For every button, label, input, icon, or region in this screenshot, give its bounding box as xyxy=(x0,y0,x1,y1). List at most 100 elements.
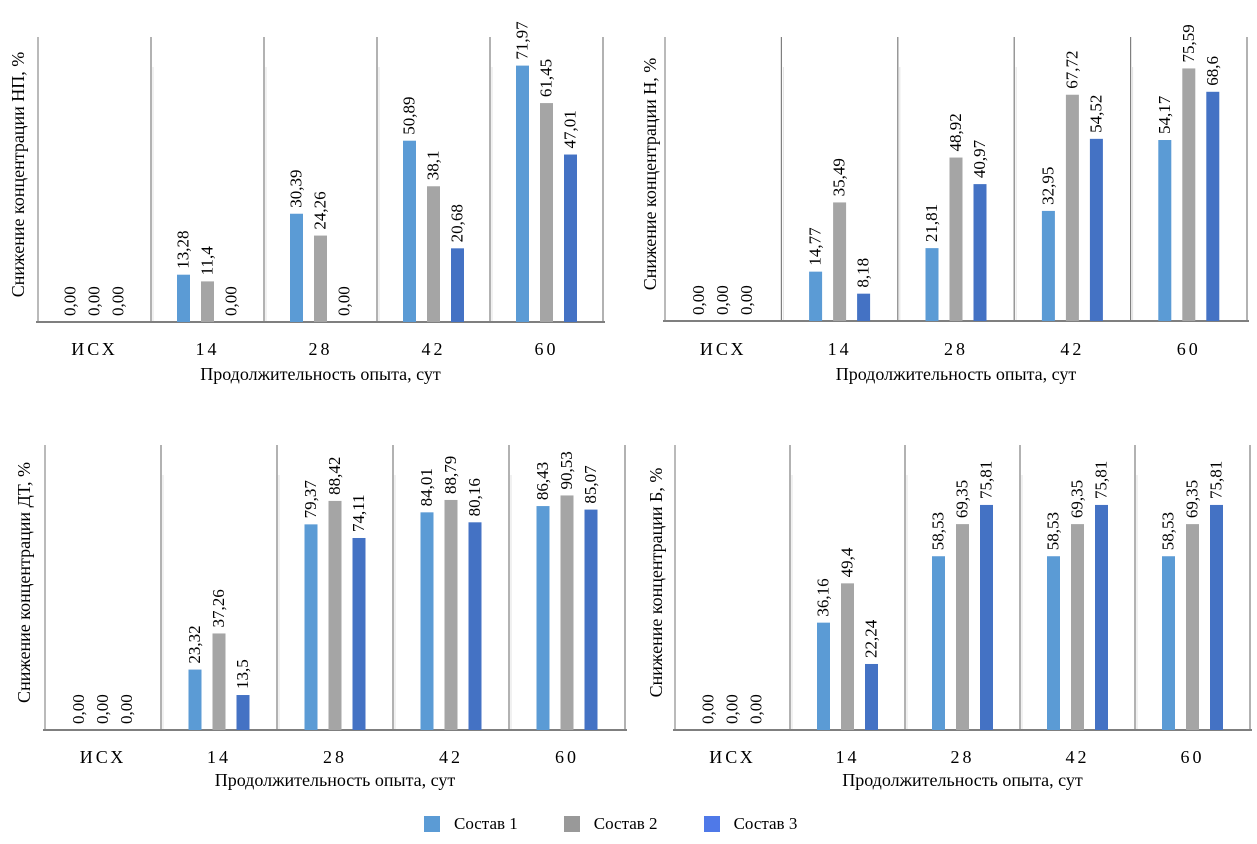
data-label: 75,81 xyxy=(977,461,996,499)
bar xyxy=(516,65,529,322)
bar xyxy=(328,500,342,730)
x-tick-label: 14 xyxy=(196,339,220,359)
data-label: 0,00 xyxy=(69,694,88,724)
data-label: 21,81 xyxy=(922,204,941,242)
chart-np-svg: 0,00 0,00 0,00 ИСХ 13,28 11,4 0,00 14 30,39 24,26… xyxy=(8,21,605,384)
data-label: 32,95 xyxy=(1038,167,1057,205)
x-tick-label: 28 xyxy=(951,747,975,767)
data-label: 80,16 xyxy=(465,478,484,516)
bar xyxy=(444,499,458,730)
chart-n-svg: 0,00 0,00 0,00 ИСХ 14,77 35,49 8,18 14 21,81 48,9… xyxy=(640,24,1249,384)
bar xyxy=(1089,138,1103,321)
x-tick-label: 42 xyxy=(422,339,446,359)
legend-label-3: Состав 3 xyxy=(733,814,798,833)
bar xyxy=(212,633,226,730)
legend-swatch-3 xyxy=(703,816,720,832)
x-tick-label: 60 xyxy=(535,339,559,359)
data-label: 47,01 xyxy=(561,110,580,148)
data-label: 0,00 xyxy=(93,694,112,724)
data-label: 48,92 xyxy=(946,113,965,151)
data-label: 79,37 xyxy=(301,480,320,519)
bar xyxy=(865,663,878,730)
data-label: 0,00 xyxy=(713,285,732,315)
x-tick-label: 42 xyxy=(1060,339,1084,359)
x-tick-label: 60 xyxy=(1181,747,1205,767)
data-label: 74,11 xyxy=(349,494,368,532)
bar xyxy=(1095,504,1108,730)
data-label: 35,49 xyxy=(830,158,849,196)
bar xyxy=(1182,68,1196,322)
chart-np: 0,00 0,00 0,00 ИСХ 13,28 11,4 0,00 14 30,39 24,26… xyxy=(0,0,630,400)
data-label: 75,59 xyxy=(1179,24,1198,62)
data-label: 58,53 xyxy=(1159,512,1178,550)
y-axis-title: Снижение концентрации ДТ, % xyxy=(14,462,34,703)
data-label: 0,00 xyxy=(61,286,80,316)
bar xyxy=(584,509,598,730)
bar xyxy=(817,622,830,730)
bar xyxy=(833,202,847,321)
x-tick-label: 42 xyxy=(439,747,463,767)
data-label: 61,45 xyxy=(537,59,556,97)
data-label: 49,4 xyxy=(838,547,857,577)
data-label: 58,53 xyxy=(929,512,948,550)
bar xyxy=(857,293,871,321)
data-label: 54,17 xyxy=(1155,95,1174,134)
bar xyxy=(809,271,823,321)
data-label: 0,00 xyxy=(689,285,708,315)
x-tick-label: ИСХ xyxy=(709,747,756,767)
legend-swatch-1 xyxy=(424,816,440,832)
y-axis-title: Снижение концентрации Н, % xyxy=(640,58,660,290)
bar xyxy=(1041,210,1055,321)
bar xyxy=(560,495,574,730)
bar xyxy=(314,235,327,322)
bar xyxy=(420,512,434,730)
data-label: 54,52 xyxy=(1086,95,1105,133)
data-label: 69,35 xyxy=(1183,480,1202,518)
data-label: 22,24 xyxy=(862,619,881,658)
data-label: 58,53 xyxy=(1044,512,1063,550)
x-axis-title: Продолжительность опыта, сут xyxy=(215,770,456,790)
bar xyxy=(304,524,318,730)
data-label: 11,4 xyxy=(198,246,217,276)
data-label: 0,00 xyxy=(699,694,718,724)
data-label: 0,00 xyxy=(737,285,756,315)
x-tick-label: 60 xyxy=(555,747,579,767)
bar xyxy=(536,506,550,730)
data-label: 30,39 xyxy=(287,169,306,207)
x-tick-label: 28 xyxy=(323,747,347,767)
x-axis-title: Продолжительность опыта, сут xyxy=(200,364,441,384)
legend: Состав 1 Состав 2 Состав 3 xyxy=(424,814,797,834)
chart-dt: 0,00 0,00 0,00 ИСХ 23,32 37,26 13,5 14 79,37 88,4… xyxy=(0,400,630,800)
x-tick-label: 42 xyxy=(1066,747,1090,767)
data-label: 14,77 xyxy=(806,227,825,266)
data-label: 38,1 xyxy=(424,151,443,181)
bar xyxy=(201,281,214,322)
data-label: 0,00 xyxy=(747,694,766,724)
data-label: 88,79 xyxy=(441,456,460,494)
bar xyxy=(468,522,482,730)
data-label: 0,00 xyxy=(85,286,104,316)
bar xyxy=(1065,94,1079,321)
y-axis-title: Снижение концентрации Б, % xyxy=(646,468,666,698)
data-label: 71,97 xyxy=(513,21,532,60)
x-tick-label: ИСХ xyxy=(71,339,118,359)
x-axis-title: Продолжительность опыта, сут xyxy=(842,770,1083,790)
data-label: 0,00 xyxy=(335,286,354,316)
data-label: 84,01 xyxy=(417,468,436,506)
data-label: 0,00 xyxy=(117,694,136,724)
data-label: 69,35 xyxy=(1068,480,1087,518)
x-tick-label: 14 xyxy=(828,339,852,359)
bar xyxy=(949,157,963,321)
data-label: 20,68 xyxy=(448,204,467,242)
bar xyxy=(956,524,969,730)
bar xyxy=(352,537,366,730)
x-tick-label: ИСХ xyxy=(80,747,127,767)
data-label: 13,28 xyxy=(174,230,193,268)
chart-b-svg: 0,00 0,00 0,00 ИСХ 36,16 49,4 22,24 14 58,53 69,3… xyxy=(646,445,1252,790)
x-axis-title: Продолжительность опыта, сут xyxy=(836,364,1077,384)
chart-b: 0,00 0,00 0,00 ИСХ 36,16 49,4 22,24 14 58,53 69,3… xyxy=(630,400,1257,800)
x-tick-label: 28 xyxy=(309,339,333,359)
legend-item-1: Состав 1 xyxy=(424,814,518,834)
legend-swatch-2 xyxy=(563,816,580,832)
bar xyxy=(1186,524,1199,730)
